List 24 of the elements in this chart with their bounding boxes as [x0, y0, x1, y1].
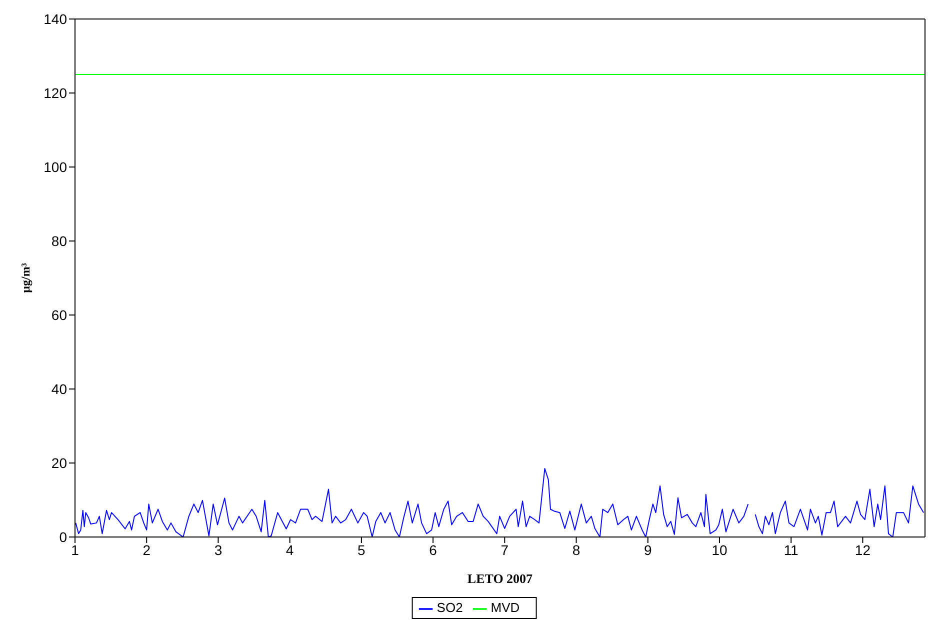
x-tick-label: 9: [644, 542, 652, 558]
y-tick-label: 40: [51, 380, 68, 397]
legend-label: SO2: [436, 600, 463, 615]
y-tick-label: 0: [59, 528, 68, 545]
x-tick-label: 8: [572, 542, 580, 558]
x-tick-label: 7: [500, 542, 509, 558]
x-tick-label: 11: [784, 542, 799, 558]
y-tick-label: 80: [51, 232, 68, 249]
x-tick-label: 5: [358, 542, 366, 558]
y-tick-label: 20: [51, 454, 68, 471]
y-tick-label: 120: [44, 84, 68, 101]
x-tick-label: 10: [712, 542, 728, 558]
x-tick-label: 1: [71, 542, 80, 558]
x-tick-label: 2: [142, 542, 151, 558]
x-tick-label: 4: [286, 542, 294, 558]
legend-label: MVD: [490, 600, 520, 615]
x-tick-label: 12: [854, 542, 871, 558]
x-tick-label: 6: [429, 542, 438, 558]
x-axis-title: LETO 2007: [467, 571, 534, 586]
y-tick-label: 140: [44, 10, 68, 27]
y-tick-label: 60: [51, 306, 68, 323]
x-tick-label: 3: [214, 542, 222, 558]
y-axis-title: µg/m³: [18, 262, 32, 293]
y-tick-label: 100: [44, 158, 68, 175]
